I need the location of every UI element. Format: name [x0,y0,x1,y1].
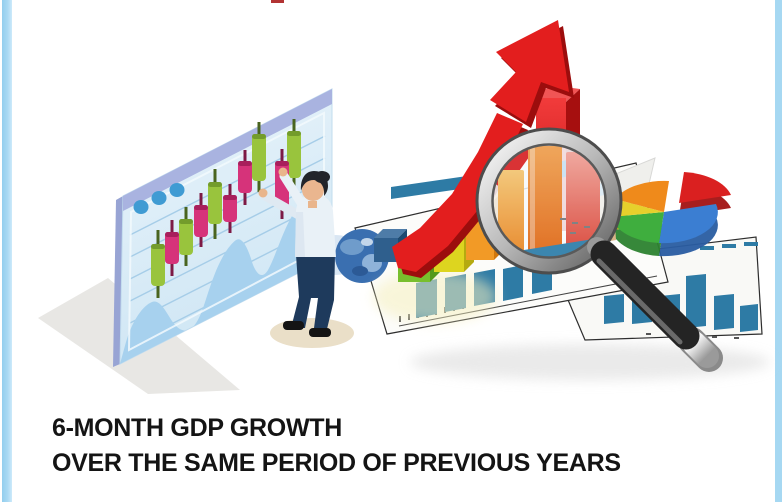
magnifier-handle [587,237,723,372]
magnifier-icon [475,127,723,372]
candlestick-chart [151,119,301,298]
pie-slice-red [679,172,731,203]
pie-slice-blue [659,204,718,244]
pie-chart-3d [610,172,731,257]
arm-lower [260,191,307,222]
growth-arrow-icon [392,20,574,278]
pie-slice-green [611,212,664,243]
browser-dots-icon [133,183,185,214]
pants [291,255,335,329]
documents-shadow [410,344,770,380]
left-border-strip [2,0,12,502]
shoe-right [309,328,331,337]
teal-header-bar [391,175,474,199]
hand-right [278,167,288,177]
analyst-figure [258,167,336,337]
title-line-2: OVER THE SAME PERIOD OF PREVIOUS YEARS [52,449,621,477]
face [302,179,324,201]
title-line-1: 6-MONTH GDP GROWTH [52,414,342,442]
arm-upper [279,171,308,211]
area-chart [120,198,332,364]
infographic-title: 6-MONTH GDP GROWTH OVER THE SAME PERIOD … [52,411,712,481]
shoe-left [283,321,304,330]
top-red-mark [271,0,284,3]
pie-slice-yellow [610,199,664,217]
right-border-strip [775,0,782,502]
window-title-bar [123,89,332,211]
browser-window [113,88,333,367]
pie-slice-orange [615,180,669,212]
hand-left [258,188,268,198]
neck [308,201,317,208]
